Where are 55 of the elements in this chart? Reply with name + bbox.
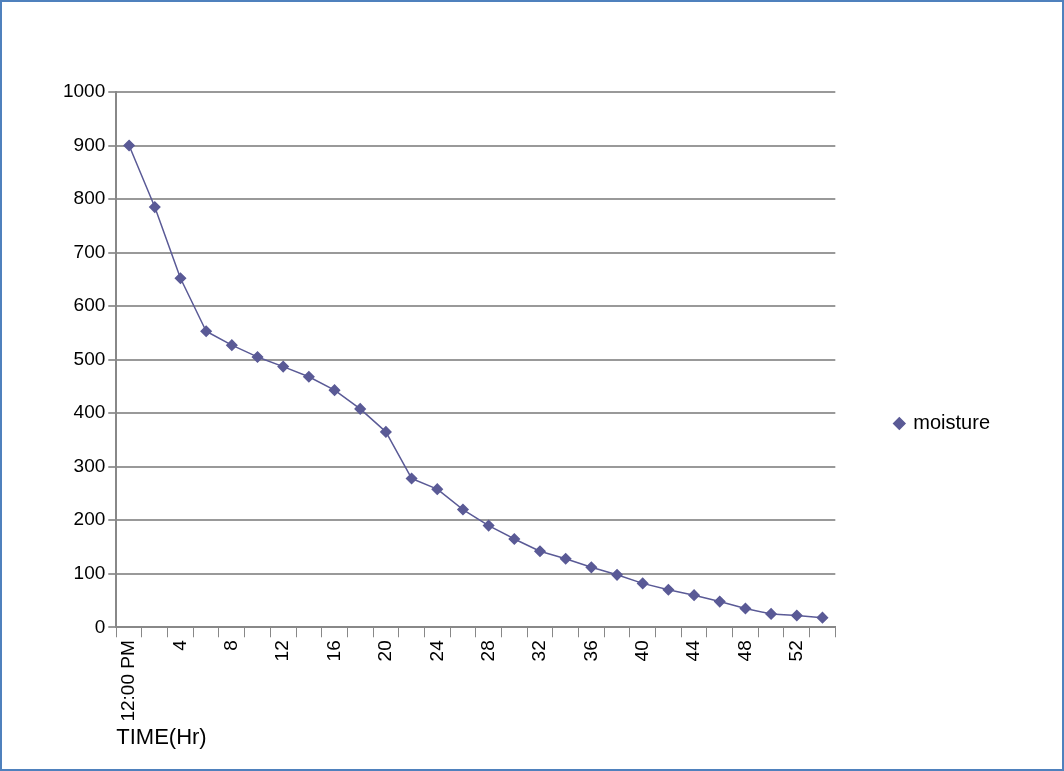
y-tick-label: 200 bbox=[73, 508, 106, 530]
point bbox=[765, 608, 777, 620]
y-tick-label: 1000 bbox=[62, 80, 106, 102]
point bbox=[636, 577, 649, 590]
point bbox=[123, 139, 135, 152]
point bbox=[303, 371, 315, 383]
point bbox=[559, 553, 572, 565]
x-tick-label: 48 bbox=[733, 640, 755, 662]
point bbox=[534, 545, 546, 558]
x-tick-label: 32 bbox=[528, 640, 550, 662]
x-tick-label: 44 bbox=[682, 639, 704, 662]
point bbox=[739, 602, 752, 615]
x-tick-label: 12 bbox=[271, 640, 293, 662]
y-tick-label: 800 bbox=[73, 187, 106, 209]
y-tick-label: 500 bbox=[73, 347, 106, 369]
x-tick-label: 24 bbox=[425, 639, 447, 662]
point bbox=[508, 533, 521, 545]
x-tick-label: 8 bbox=[220, 640, 242, 651]
point bbox=[688, 589, 700, 601]
y-tick-label: 900 bbox=[73, 133, 106, 155]
point bbox=[611, 569, 623, 581]
point bbox=[251, 351, 264, 363]
y-tick-label: 0 bbox=[94, 615, 106, 637]
y-tick-label: 300 bbox=[73, 454, 106, 476]
y-tick-label: 100 bbox=[73, 561, 106, 583]
point bbox=[457, 503, 469, 516]
x-tick-label: 20 bbox=[374, 640, 396, 662]
point bbox=[405, 472, 418, 485]
x-tick-label: 52 bbox=[785, 640, 807, 662]
x-axis-title: TIME(Hr) bbox=[116, 723, 207, 749]
point bbox=[328, 384, 341, 396]
x-tick-label: 40 bbox=[630, 640, 652, 662]
point bbox=[226, 339, 238, 351]
x-tick-label: 36 bbox=[579, 640, 601, 662]
y-tick-label: 600 bbox=[73, 294, 106, 316]
point bbox=[149, 201, 161, 213]
x-tick-label: 4 bbox=[168, 639, 190, 651]
x-tick-label: 28 bbox=[476, 640, 498, 662]
point bbox=[431, 483, 444, 495]
x-tick-label: 16 bbox=[322, 640, 344, 662]
point bbox=[482, 519, 495, 532]
x-tick-label: 12:00 PM bbox=[117, 640, 139, 722]
point bbox=[200, 325, 212, 338]
point bbox=[791, 609, 803, 622]
point bbox=[174, 272, 187, 285]
point bbox=[380, 426, 392, 438]
point bbox=[816, 611, 829, 624]
point bbox=[714, 595, 726, 608]
point bbox=[585, 561, 598, 574]
legend-label: moisture bbox=[913, 411, 991, 434]
y-tick-label: 700 bbox=[73, 240, 106, 262]
point bbox=[354, 403, 366, 415]
y-tick-label: 400 bbox=[73, 401, 106, 423]
point bbox=[277, 360, 289, 373]
point bbox=[662, 584, 675, 596]
